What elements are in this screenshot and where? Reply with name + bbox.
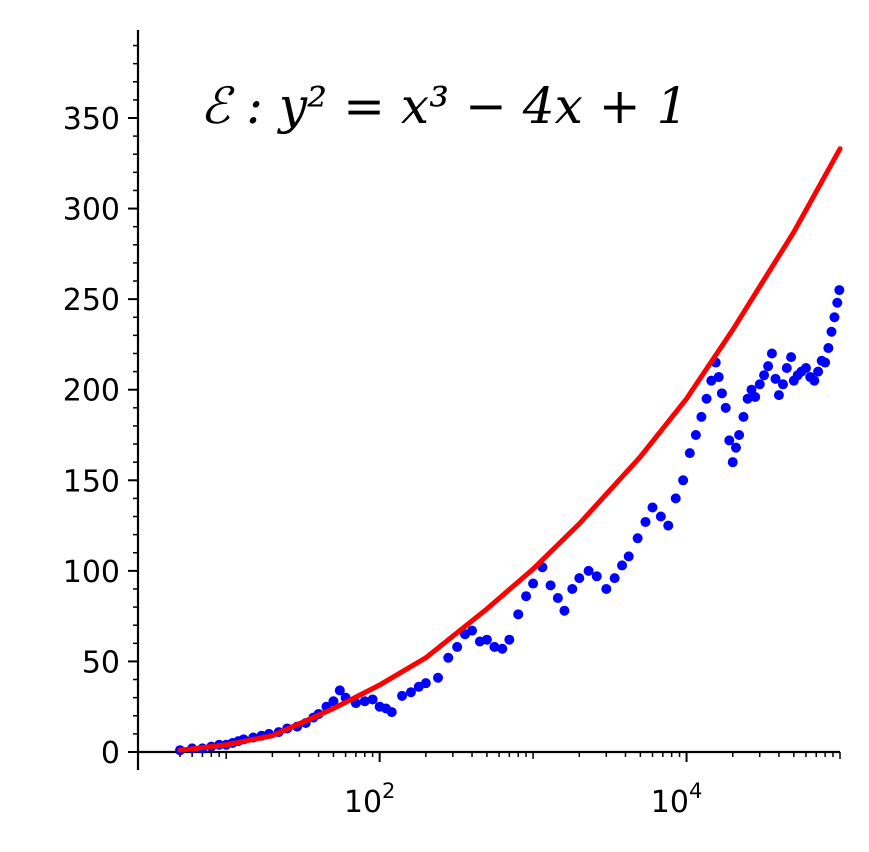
data-point bbox=[497, 643, 508, 654]
data-point bbox=[781, 362, 792, 373]
data-point bbox=[670, 493, 681, 504]
y-tick-label: 150 bbox=[63, 464, 120, 499]
scatter-series bbox=[175, 285, 845, 756]
data-point bbox=[713, 372, 724, 383]
data-point bbox=[632, 533, 643, 544]
data-point bbox=[786, 352, 797, 363]
data-point bbox=[690, 430, 701, 440]
data-point bbox=[826, 326, 837, 337]
y-tick-label: 250 bbox=[63, 283, 120, 318]
data-point bbox=[678, 475, 689, 486]
data-point bbox=[701, 393, 712, 404]
data-point bbox=[513, 609, 524, 620]
data-point bbox=[770, 373, 781, 384]
data-point bbox=[359, 696, 370, 707]
data-point bbox=[567, 583, 578, 594]
data-point bbox=[734, 430, 745, 440]
x-tick-label: 104 bbox=[651, 779, 703, 820]
data-point bbox=[591, 571, 602, 582]
data-point bbox=[601, 583, 612, 594]
y-tick-label: 0 bbox=[101, 736, 120, 771]
data-point bbox=[800, 362, 811, 373]
data-point bbox=[759, 370, 770, 381]
data-point bbox=[742, 393, 753, 404]
data-point bbox=[809, 375, 820, 386]
data-point bbox=[655, 511, 666, 522]
data-point bbox=[467, 625, 478, 636]
data-point bbox=[754, 379, 765, 390]
data-point bbox=[820, 357, 831, 368]
data-point bbox=[750, 391, 761, 402]
data-point bbox=[777, 379, 788, 390]
data-point bbox=[397, 690, 408, 701]
data-point bbox=[647, 502, 658, 513]
data-point bbox=[730, 442, 741, 453]
data-point bbox=[823, 343, 834, 354]
x-tick-label: 102 bbox=[344, 779, 396, 820]
data-point bbox=[609, 573, 620, 584]
data-point bbox=[367, 694, 378, 705]
data-point bbox=[334, 685, 345, 696]
data-point bbox=[623, 551, 634, 562]
data-point bbox=[640, 516, 651, 527]
plot-area bbox=[175, 146, 845, 756]
data-point bbox=[583, 565, 594, 576]
data-point bbox=[452, 641, 463, 652]
data-point bbox=[574, 573, 585, 584]
axes: 0 50 100 150 200 250 300 350 102 104 bbox=[63, 30, 841, 820]
data-point bbox=[489, 641, 500, 652]
data-point bbox=[684, 448, 695, 459]
data-point bbox=[328, 696, 339, 707]
data-point bbox=[528, 578, 539, 589]
data-point bbox=[773, 390, 784, 401]
data-point bbox=[386, 707, 397, 718]
y-tick-label: 50 bbox=[82, 645, 120, 680]
data-point bbox=[552, 593, 563, 604]
data-point bbox=[617, 560, 628, 571]
data-point bbox=[720, 402, 731, 413]
data-point bbox=[832, 297, 843, 308]
data-point bbox=[727, 457, 738, 468]
data-point bbox=[829, 312, 840, 323]
chart-annotation: ℰ : y² = x³ − 4x + 1 bbox=[200, 77, 688, 135]
data-point bbox=[504, 634, 515, 645]
data-point bbox=[706, 375, 717, 386]
data-point bbox=[559, 605, 570, 616]
data-point bbox=[663, 520, 674, 531]
y-tick-label: 100 bbox=[63, 555, 120, 590]
data-point bbox=[766, 348, 777, 359]
data-point bbox=[521, 591, 532, 602]
data-point bbox=[545, 580, 556, 591]
y-tick-label: 200 bbox=[63, 374, 120, 409]
data-point bbox=[405, 687, 416, 698]
y-tick-label: 300 bbox=[63, 193, 120, 228]
data-point bbox=[481, 634, 492, 645]
data-point bbox=[443, 652, 454, 663]
y-tick-label: 350 bbox=[63, 102, 120, 137]
data-point bbox=[420, 678, 431, 689]
data-point bbox=[834, 285, 845, 296]
data-point bbox=[716, 388, 727, 399]
data-point bbox=[763, 361, 774, 372]
fit-curve bbox=[177, 146, 843, 753]
data-point bbox=[432, 672, 443, 683]
data-point bbox=[813, 366, 824, 377]
data-point bbox=[696, 411, 707, 422]
data-point bbox=[724, 435, 735, 446]
data-point bbox=[738, 411, 749, 422]
